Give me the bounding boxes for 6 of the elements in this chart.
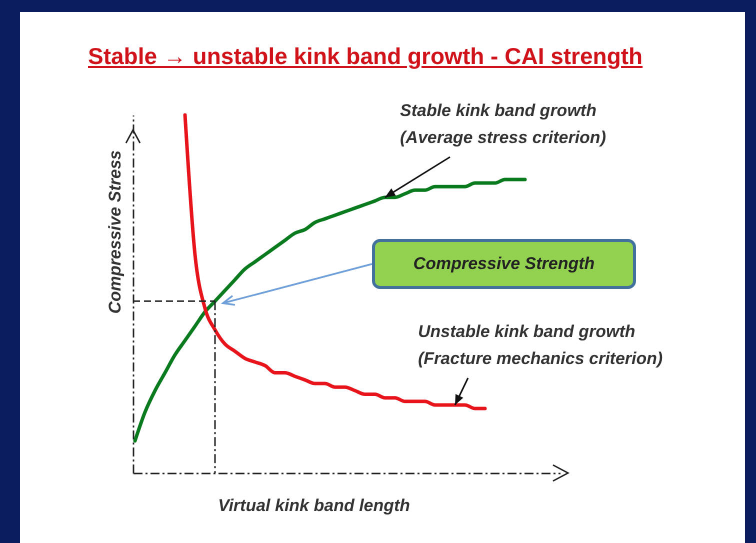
chart-title: Stable → unstable kink band growth - CAI strength bbox=[88, 42, 644, 71]
callout-box: Compressive Strength bbox=[372, 239, 636, 289]
series-label: Unstable kink band growth (Fracture mechanics criterion) bbox=[418, 321, 663, 370]
text: Stable kink band growth (Average stress criterion) bbox=[400, 100, 606, 149]
x-axis-title: Virtual kink band length bbox=[218, 495, 410, 517]
y-axis-title: Compressive Stress bbox=[104, 150, 126, 314]
